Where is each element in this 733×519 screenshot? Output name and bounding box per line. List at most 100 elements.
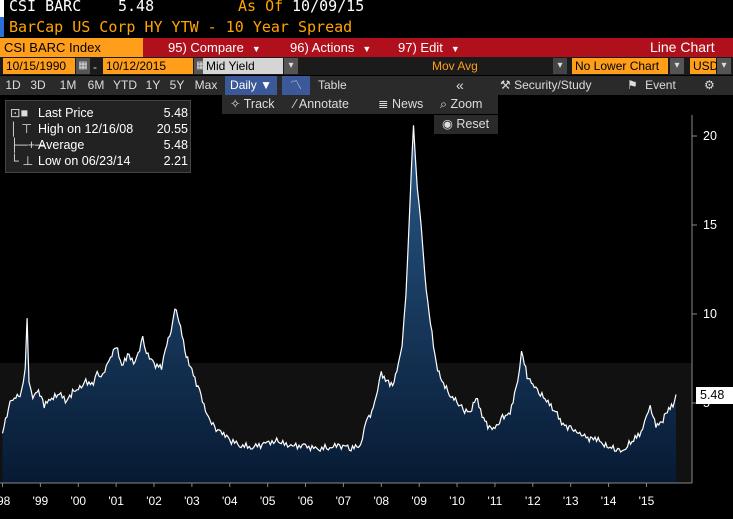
event-button[interactable]: ⚑ Event xyxy=(627,76,676,95)
legend-average-icon: ├─+─ xyxy=(10,138,44,152)
track-button[interactable]: ✧ Track xyxy=(230,95,275,114)
crosshair-icon: ✧ xyxy=(230,97,241,111)
y-tick-label: 20 xyxy=(703,129,717,143)
edit-menu[interactable]: 97) Edit ▼ xyxy=(398,38,460,57)
legend-low-value: 2.21 xyxy=(163,154,188,168)
range-5y-button[interactable]: 5Y xyxy=(169,78,185,92)
track-label: Track xyxy=(243,97,275,111)
range-ytd-button[interactable]: YTD xyxy=(113,78,137,92)
legend-low-row: └ ⊥ Low on 06/23/14 2.21 xyxy=(10,153,190,169)
chevron-down-icon[interactable]: ▾ xyxy=(553,58,567,74)
y-tick-label: 10 xyxy=(703,307,717,321)
reset-button[interactable]: ◉ Reset xyxy=(434,115,498,134)
chevron-down-icon[interactable]: ▾ xyxy=(284,58,298,74)
chevron-down-icon[interactable]: ▾ xyxy=(717,58,731,74)
security-input[interactable]: CSI BARC Index xyxy=(0,38,143,57)
end-date-field[interactable]: 10/12/2015 xyxy=(103,58,193,74)
edit-caret-icon: ▼ xyxy=(450,44,460,54)
actions-menu[interactable]: 96) Actions ▼ xyxy=(290,38,371,57)
frequency-select[interactable]: Daily ▼ xyxy=(225,76,277,95)
series-area xyxy=(2,125,676,484)
x-tick-label: '12 xyxy=(525,494,541,508)
series-line xyxy=(1,125,677,453)
y-tick-label: 15 xyxy=(703,218,717,232)
chart-toolbar: ✧ Track ⁄ Annotate ≣ News ⌕ Zoom xyxy=(222,95,498,114)
ticker-label: CSI BARC xyxy=(9,0,82,15)
compare-menu[interactable]: 95) Compare ▼ xyxy=(168,38,261,57)
x-tick-label: '04 xyxy=(222,494,238,508)
table-button[interactable]: Table xyxy=(318,78,347,92)
range-1y-button[interactable]: 1Y xyxy=(145,78,161,92)
x-tick-label: '00 xyxy=(70,494,86,508)
range-6m-button[interactable]: 6M xyxy=(87,78,105,92)
description-marker xyxy=(0,17,4,37)
reset-label: Reset xyxy=(456,117,490,131)
study-icon: ⚒ xyxy=(500,78,511,92)
legend-last-row: ⊡■ Last Price 5.48 xyxy=(10,105,190,121)
legend-high-value: 20.55 xyxy=(156,122,188,136)
range-1m-button[interactable]: 1M xyxy=(59,78,77,92)
x-tick-label: '11 xyxy=(488,494,503,508)
lower-chart-select[interactable]: No Lower Chart xyxy=(572,58,668,74)
range-max-button[interactable]: Max xyxy=(194,78,218,92)
chevron-down-icon: ▼ xyxy=(260,78,272,92)
field-select[interactable]: Mid Yield xyxy=(203,58,283,74)
legend-average-row: ├─+─ Average 5.48 xyxy=(10,137,190,153)
x-tick-label: '98 xyxy=(0,494,11,508)
zoom-button[interactable]: ⌕ Zoom xyxy=(440,95,482,114)
description-row: BarCap US Corp HY YTW - 10 Year Spread xyxy=(0,17,733,37)
news-icon: ≣ xyxy=(378,97,389,111)
actions-label: 96) Actions xyxy=(290,40,355,55)
price-label: 5.48 xyxy=(118,0,155,15)
legend-last-icon: ⊡■ xyxy=(10,106,29,120)
chevron-down-icon[interactable]: ▾ xyxy=(670,58,684,74)
x-tick-label: '06 xyxy=(298,494,314,508)
legend-low-label: Low on 06/23/14 xyxy=(38,154,131,168)
mov-avg-label[interactable]: Mov Avg xyxy=(432,59,478,73)
chart-type-label: Line Chart xyxy=(650,39,715,55)
security-study-button[interactable]: ⚒ Security/Study xyxy=(500,76,591,95)
price-chart[interactable]: 5101520'98'99'00'01'02'03'04'05'06'07'08… xyxy=(0,95,733,519)
x-tick-label: '15 xyxy=(639,494,655,508)
calendar-icon[interactable]: ▦ xyxy=(76,58,90,74)
x-tick-label: '99 xyxy=(33,494,49,508)
range-3d-button[interactable]: 3D xyxy=(30,78,46,92)
parameter-bar: 10/15/1990 ▦ - 10/12/2015 ▦ Mid Yield ▾ … xyxy=(0,57,733,75)
edit-label: 97) Edit xyxy=(398,40,443,55)
last-price-badge: 5.48 xyxy=(696,387,733,404)
x-tick-label: '01 xyxy=(108,494,124,508)
x-tick-label: '03 xyxy=(184,494,200,508)
x-tick-label: '02 xyxy=(146,494,162,508)
annotate-label: Annotate xyxy=(298,97,349,111)
gear-icon[interactable]: ⚙ xyxy=(704,78,715,92)
range-1d-button[interactable]: 1D xyxy=(5,78,21,92)
annotate-button[interactable]: ⁄ Annotate xyxy=(294,95,349,114)
x-tick-label: '07 xyxy=(336,494,352,508)
compare-label: 95) Compare xyxy=(168,40,244,55)
x-tick-label: '14 xyxy=(601,494,617,508)
line-chart-icon[interactable]: 〽 xyxy=(282,76,310,95)
security-description: BarCap US Corp HY YTW - 10 Year Spread xyxy=(9,18,353,36)
legend-last-value: 5.48 xyxy=(163,106,188,120)
x-tick-label: '10 xyxy=(449,494,465,508)
event-label: Event xyxy=(645,78,676,92)
x-tick-label: '09 xyxy=(411,494,427,508)
legend-low-icon: └ ⊥ xyxy=(10,154,34,168)
legend-high-label: High on 12/16/08 xyxy=(38,122,134,136)
news-button[interactable]: ≣ News xyxy=(378,95,423,114)
currency-field[interactable]: USD xyxy=(690,58,718,74)
frequency-label: Daily xyxy=(230,78,257,92)
reset-icon: ◉ xyxy=(442,117,453,131)
start-date-field[interactable]: 10/15/1990 xyxy=(3,58,75,74)
legend-high-row: │ ⊤ High on 12/16/08 20.55 xyxy=(10,121,190,137)
zoom-label: Zoom xyxy=(450,97,483,111)
x-tick-label: '13 xyxy=(563,494,579,508)
legend-average-label: Average xyxy=(38,138,85,152)
command-bar: CSI BARC Index 95) Compare ▼ 96) Actions ▼… xyxy=(0,38,733,57)
asof-date: 10/09/15 xyxy=(292,0,365,15)
asof-label: As Of xyxy=(238,0,284,15)
collapse-icon[interactable]: « xyxy=(456,77,464,93)
title-row: CSI BARC 5.48 As Of 10/09/15 xyxy=(0,0,733,18)
flag-icon: ⚑ xyxy=(627,78,638,92)
date-separator: - xyxy=(93,60,97,74)
